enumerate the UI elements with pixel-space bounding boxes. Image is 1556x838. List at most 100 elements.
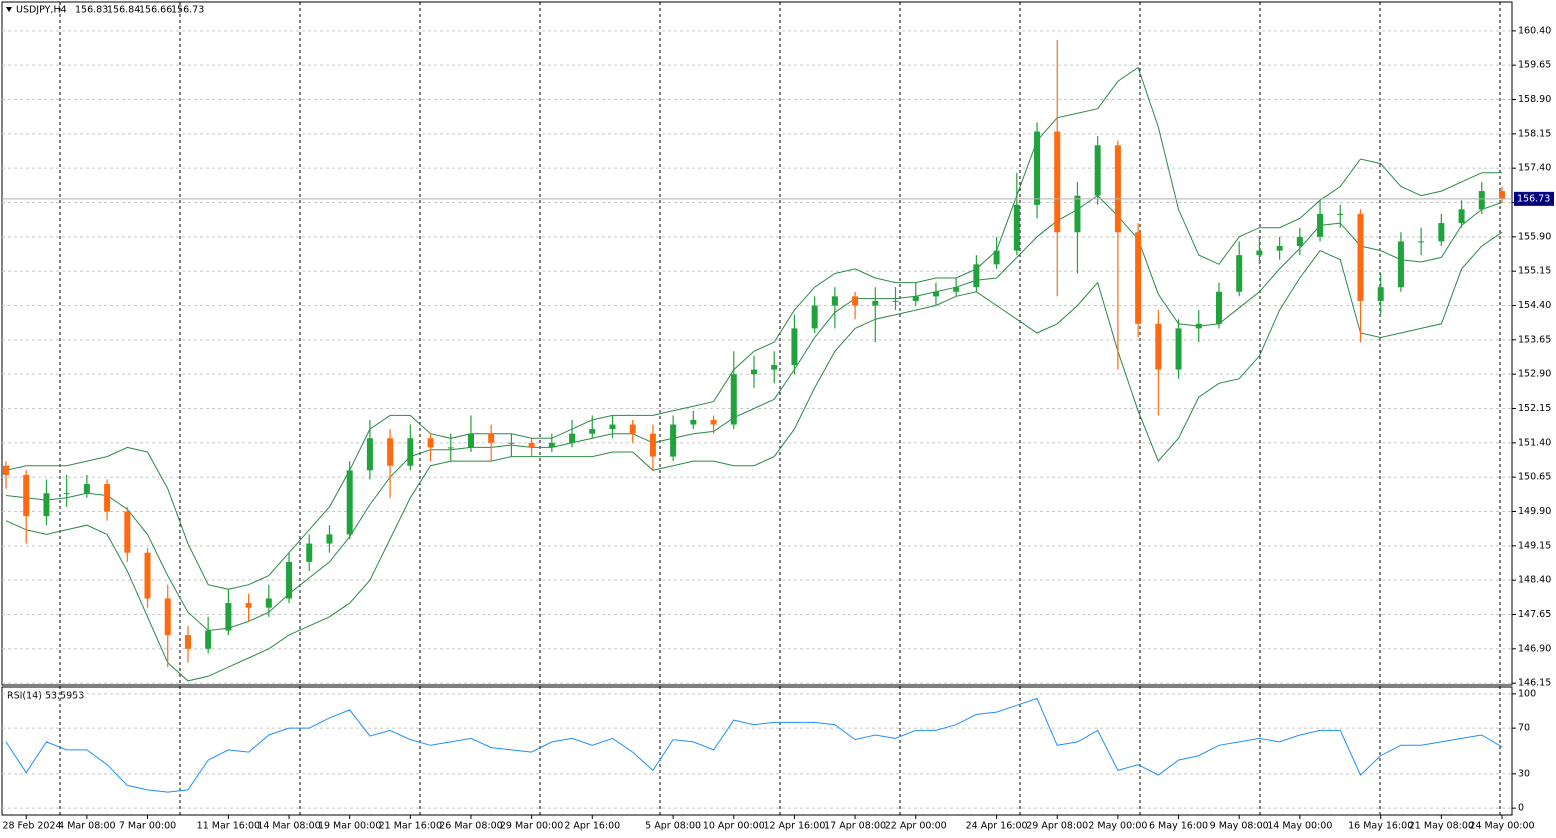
candle-body — [973, 264, 980, 288]
y-tick-label: 155.90 — [1518, 231, 1551, 242]
y-tick-label: 154.40 — [1518, 300, 1551, 311]
candle-body — [751, 369, 757, 375]
candle-body — [245, 603, 252, 608]
candle-body — [23, 474, 30, 517]
x-tick-label: 17 Apr 08:00 — [824, 821, 886, 832]
x-tick-label: 26 Mar 08:00 — [439, 821, 502, 832]
candle-body — [831, 296, 838, 306]
y-tick-label: 149.90 — [1518, 506, 1551, 517]
x-tick-label: 21 May 08:00 — [1409, 821, 1474, 832]
rsi-line — [5, 697, 1503, 793]
candle-body — [892, 300, 899, 302]
candle-body — [1074, 195, 1081, 233]
candle-body — [1499, 191, 1505, 199]
candle-body — [953, 287, 960, 292]
y-tick-label: 152.15 — [1518, 403, 1551, 414]
x-tick-label: 2 Apr 16:00 — [564, 821, 620, 832]
x-tick-label: 14 Mar 08:00 — [257, 821, 320, 832]
symbol-title: USDJPY,H4 — [16, 5, 67, 16]
candle-body — [63, 493, 70, 495]
candle-body — [1397, 241, 1404, 288]
y-tick-label: 146.15 — [1518, 678, 1551, 689]
candle-body — [407, 438, 414, 466]
candle-body — [286, 561, 293, 599]
candle-body — [1236, 255, 1243, 292]
x-tick-label: 22 Apr 00:00 — [885, 821, 947, 832]
y-tick-label: 147.65 — [1518, 609, 1551, 620]
bollinger-band — [5, 231, 1503, 682]
candle-body — [528, 442, 535, 448]
candle-body — [1478, 191, 1485, 210]
candle-body — [1215, 291, 1222, 324]
candle-body — [1377, 287, 1384, 301]
y-tick-label: 148.40 — [1518, 575, 1551, 586]
candle-body — [670, 424, 677, 457]
x-tick-label: 6 May 16:00 — [1149, 821, 1208, 832]
x-tick-label: 19 Mar 00:00 — [318, 821, 381, 832]
candle-body — [184, 635, 191, 649]
candle-body — [1296, 236, 1303, 246]
y-tick-label: 160.40 — [1518, 25, 1551, 36]
candle-body — [649, 433, 656, 457]
candle-body — [1256, 250, 1263, 256]
candle-body — [1317, 213, 1324, 237]
period-separators — [59, 2, 1501, 815]
y-tick-label: 149.15 — [1518, 540, 1551, 551]
x-tick-label: 10 Apr 00:00 — [703, 821, 765, 832]
x-tick-label: 28 Feb 2024 — [2, 821, 61, 832]
x-tick-label: 7 Mar 00:00 — [119, 821, 176, 832]
x-tick-label: 24 May 00:00 — [1469, 821, 1534, 832]
candle-body — [791, 328, 798, 366]
candle-body — [447, 447, 454, 449]
y-tick-label: 0 — [1518, 803, 1524, 814]
x-tick-label: 2 May 00:00 — [1088, 821, 1147, 832]
candle-body — [548, 442, 555, 448]
candle-body — [852, 296, 859, 306]
y-tick-label: 157.40 — [1518, 163, 1551, 174]
y-tick-label: 146.90 — [1518, 643, 1551, 654]
candle-body — [265, 598, 272, 608]
x-tick-label: 14 May 00:00 — [1267, 821, 1332, 832]
bollinger-band — [5, 194, 1503, 632]
menu-arrow[interactable] — [6, 7, 12, 12]
candle-body — [124, 511, 131, 553]
price-tag — [1514, 191, 1554, 206]
candle-body — [1418, 241, 1425, 243]
candle-body — [569, 433, 576, 443]
candle-body — [366, 438, 373, 471]
y-tick-label: 30 — [1518, 768, 1530, 779]
y-tick-label: 158.90 — [1518, 94, 1551, 105]
candle-body — [205, 630, 212, 649]
candle-body — [1054, 131, 1061, 233]
candle-body — [1458, 209, 1465, 224]
candle-body — [932, 291, 939, 297]
x-tick-label: 9 May 08:00 — [1210, 821, 1269, 832]
candle-body — [912, 296, 919, 301]
y-tick-label: 150.65 — [1518, 472, 1551, 483]
candle-body — [710, 419, 717, 425]
candle-body — [589, 429, 596, 434]
candle-body — [326, 534, 333, 544]
candle-body — [427, 438, 434, 448]
candle-body — [1195, 323, 1202, 329]
candle-body — [1175, 328, 1182, 370]
rsi-panel-frame — [1, 686, 1513, 816]
candle-body — [771, 365, 778, 370]
candle-body — [387, 438, 394, 466]
candle-body — [609, 424, 616, 430]
header-close: 156.73 — [171, 5, 204, 16]
y-tick-label: 155.15 — [1518, 266, 1551, 277]
candle-body — [104, 484, 111, 512]
candle-body — [3, 465, 9, 475]
candle-body — [1337, 213, 1344, 215]
x-tick-label: 16 May 16:00 — [1348, 821, 1413, 832]
candle-body — [1276, 245, 1283, 251]
candle-body — [811, 305, 818, 329]
y-tick-label: 158.15 — [1518, 128, 1551, 139]
candle-body — [1034, 131, 1041, 205]
candle-body — [1438, 223, 1445, 242]
header-low: 156.66 — [139, 5, 172, 16]
candle-body — [488, 433, 495, 443]
candle-body — [690, 419, 697, 425]
